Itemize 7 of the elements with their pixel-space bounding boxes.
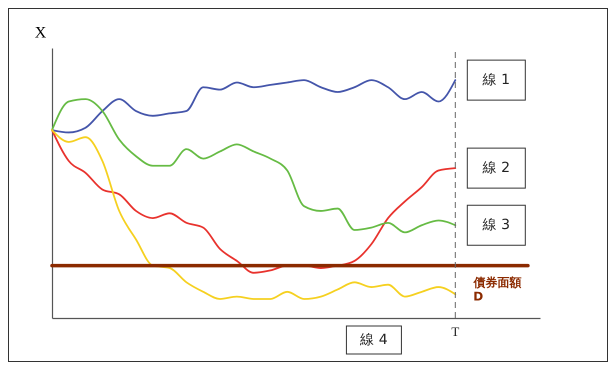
text: 線 4 [359,332,388,348]
y-axis-title: X [34,24,47,42]
text: T [451,324,460,339]
ref-line-label: 債券面額 D [472,276,522,304]
series-label: 線 3 [482,217,510,234]
series-label: 線 2 [482,160,510,176]
series-label: 線 1 [482,72,510,88]
